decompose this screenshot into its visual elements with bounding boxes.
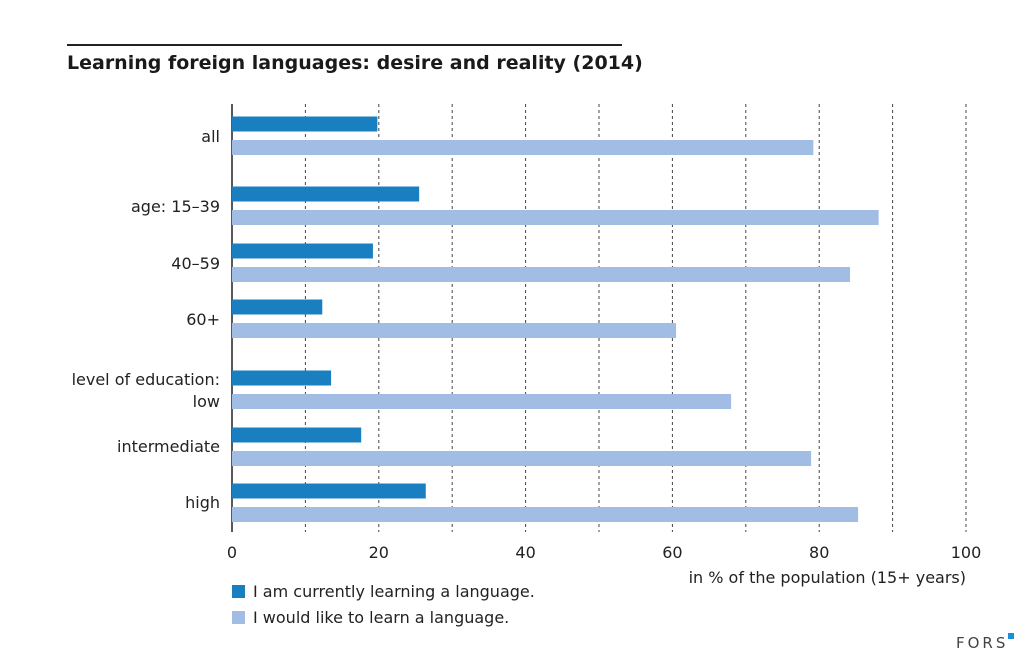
category-label: low: [193, 392, 220, 411]
bar-desire: [232, 267, 851, 282]
category-label: age: 15–39: [131, 197, 220, 216]
bar-current: [232, 116, 378, 132]
legend-label: I would like to learn a language.: [253, 608, 510, 627]
category-label: 60+: [186, 310, 220, 329]
legend-label: I am currently learning a language.: [253, 582, 535, 601]
legend-item-desire: I would like to learn a language.: [232, 608, 509, 627]
bar-current: [232, 243, 373, 259]
bar-current: [232, 427, 362, 443]
category-label: high: [185, 493, 220, 512]
legend-swatch: [232, 611, 245, 624]
bar-current: [232, 370, 332, 386]
bar-desire: [232, 210, 879, 225]
fors-logo: FORS: [956, 634, 1009, 652]
x-tick-label: 40: [515, 543, 535, 562]
x-tick-label: 100: [951, 543, 982, 562]
bar-desire: [232, 323, 677, 338]
bar-current: [232, 186, 420, 202]
category-label: all: [201, 127, 220, 146]
chart-title: Learning foreign languages: desire and r…: [67, 52, 643, 74]
title-rule: [67, 44, 622, 46]
bar-desire: [232, 507, 859, 522]
x-tick-label: 20: [369, 543, 389, 562]
x-tick-label: 60: [662, 543, 682, 562]
x-tick-label: 0: [227, 543, 237, 562]
bar-current: [232, 483, 426, 499]
bar-current: [232, 299, 323, 315]
bar-desire: [232, 451, 812, 466]
category-label: intermediate: [117, 437, 220, 456]
legend-swatch: [232, 585, 245, 598]
bar-desire: [232, 394, 732, 409]
legend-item-current: I am currently learning a language.: [232, 582, 535, 601]
logo-square-icon: [1008, 633, 1014, 639]
x-tick-label: 80: [809, 543, 829, 562]
bar-desire: [232, 140, 814, 155]
x-axis-label: in % of the population (15+ years): [688, 568, 966, 587]
category-label: 40–59: [171, 254, 220, 273]
category-label: level of education:: [72, 370, 220, 389]
